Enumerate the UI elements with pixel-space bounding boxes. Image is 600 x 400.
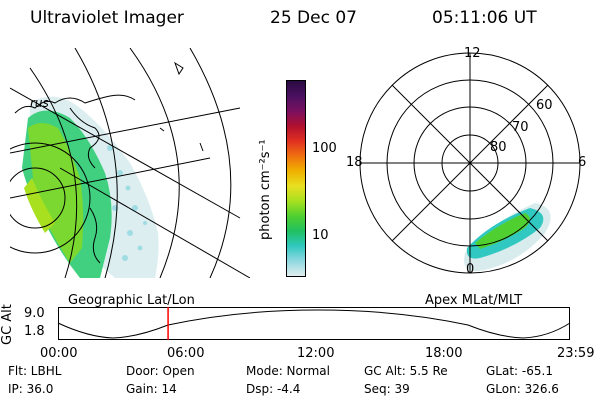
colorbar-label: photon cm⁻²s⁻¹ — [258, 139, 273, 240]
timeline-ytick-bottom: 1.8 — [24, 324, 45, 339]
polar-label-top: 12 — [464, 46, 481, 61]
polar-ring-70: 70 — [512, 120, 529, 135]
timeline-xtick-4: 23:59 — [557, 346, 595, 361]
timeline-xtick-0: 00:00 — [40, 346, 78, 361]
info-filter: Flt: LBHL — [8, 364, 62, 378]
info-glon: GLon: 326.6 — [486, 382, 559, 396]
time-label: 05:11:06 UT — [432, 8, 537, 28]
geo-caption: Geographic Lat/Lon — [68, 293, 195, 308]
date-label: 25 Dec 07 — [270, 8, 357, 28]
info-gc-alt: GC Alt: 5.5 Re — [364, 364, 448, 378]
polar-caption: Apex MLat/MLT — [425, 293, 523, 308]
polar-label-left: 18 — [346, 155, 363, 170]
info-mode: Mode: Normal — [246, 364, 330, 378]
polar-label-right: 6 — [578, 155, 587, 170]
app-title: Ultraviolet Imager — [30, 8, 184, 28]
timeline-xtick-2: 12:00 — [297, 346, 335, 361]
info-gain: Gain: 14 — [126, 382, 177, 396]
colorbar-tick-100: 100 — [312, 141, 337, 156]
polar-ring-60: 60 — [536, 98, 553, 113]
timeline-ylabel: GC Alt — [0, 304, 15, 345]
timeline-ytick-top: 9.0 — [24, 306, 45, 321]
timeline-xtick-3: 18:00 — [425, 346, 463, 361]
timeline-xtick-1: 06:00 — [167, 346, 205, 361]
info-ip: IP: 36.0 — [8, 382, 54, 396]
timeline-plot — [57, 307, 571, 340]
polar-ring-80: 80 — [490, 140, 507, 155]
colorbar — [286, 80, 306, 277]
info-door: Door: Open — [126, 364, 195, 378]
colorbar-tick-10: 10 — [312, 228, 329, 243]
geographic-map — [10, 48, 251, 278]
info-seq: Seq: 39 — [364, 382, 410, 396]
polar-label-bottom: 0 — [466, 262, 475, 277]
info-glat: GLat: -65.1 — [486, 364, 553, 378]
map-landmark-label: rus — [30, 96, 49, 110]
polar-plot — [359, 52, 581, 274]
info-dsp: Dsp: -4.4 — [246, 382, 301, 396]
orbit-altitude-curve — [57, 309, 571, 339]
